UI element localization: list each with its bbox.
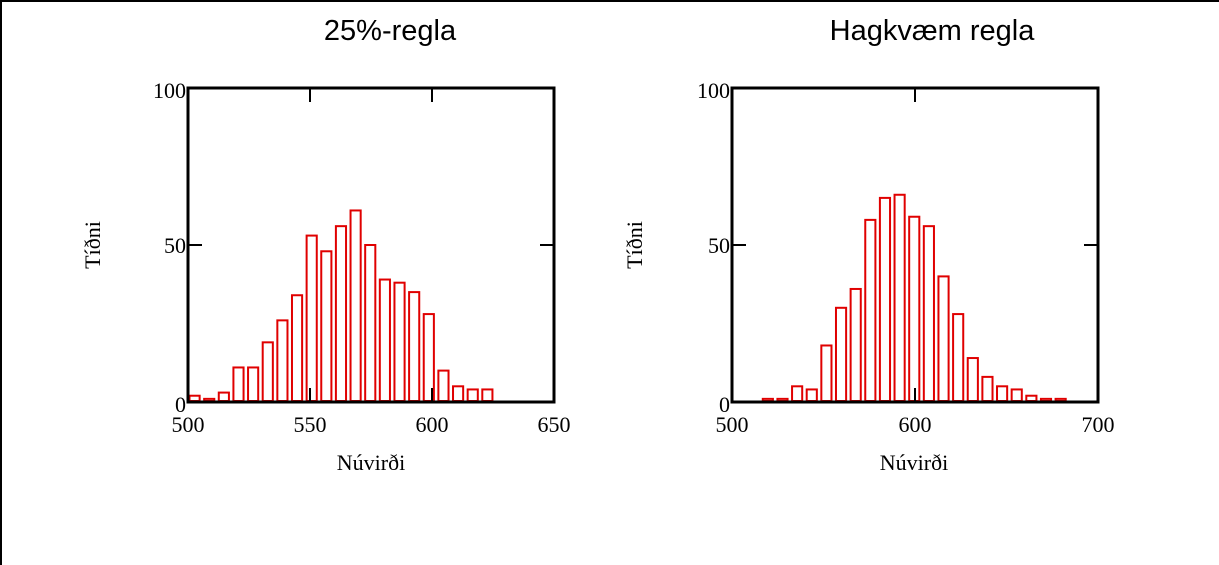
histogram-bar	[820, 344, 833, 403]
chart-title: Hagkvæm regla	[829, 15, 1035, 47]
y-tick-label: 50	[164, 233, 186, 258]
histogram-bar	[966, 357, 979, 403]
histogram-bar	[908, 215, 921, 402]
y-tick-label: 50	[708, 233, 730, 258]
histogram-bar	[937, 275, 950, 402]
x-tick-label: 650	[538, 412, 571, 437]
histogram-bar	[805, 388, 818, 403]
x-tick-label: 700	[1082, 412, 1115, 437]
histogram-bar	[1025, 394, 1038, 403]
x-axis-label: Núvirði	[337, 450, 405, 475]
x-tick-label: 500	[716, 412, 749, 437]
y-axis-label: Tíðni	[622, 221, 647, 269]
histogram-bar	[996, 385, 1009, 402]
histogram-bar	[791, 385, 804, 402]
x-tick-label: 550	[294, 412, 327, 437]
chart-title: 25%-regla	[323, 15, 457, 47]
y-tick-label: 0	[175, 392, 186, 417]
histogram-bar	[849, 287, 862, 402]
histogram-bar	[864, 218, 877, 402]
x-tick-label: 600	[416, 412, 449, 437]
y-tick-label: 100	[697, 78, 730, 103]
x-tick-label: 600	[899, 412, 932, 437]
histogram-bar	[834, 306, 848, 402]
y-tick-label: 100	[153, 78, 186, 103]
histogram-bar	[1010, 388, 1023, 403]
y-tick-label: 0	[719, 392, 730, 417]
x-axis-label: Núvirði	[880, 450, 948, 475]
histogram-bar	[893, 193, 906, 402]
histogram-bar	[922, 225, 935, 402]
plot-frame	[730, 86, 1100, 404]
y-axis-label: Tíðni	[80, 221, 105, 269]
histogram-bar	[878, 196, 892, 402]
x-tick-label: 500	[172, 412, 205, 437]
histogram-bar	[981, 375, 994, 403]
histogram-bar	[952, 313, 965, 402]
